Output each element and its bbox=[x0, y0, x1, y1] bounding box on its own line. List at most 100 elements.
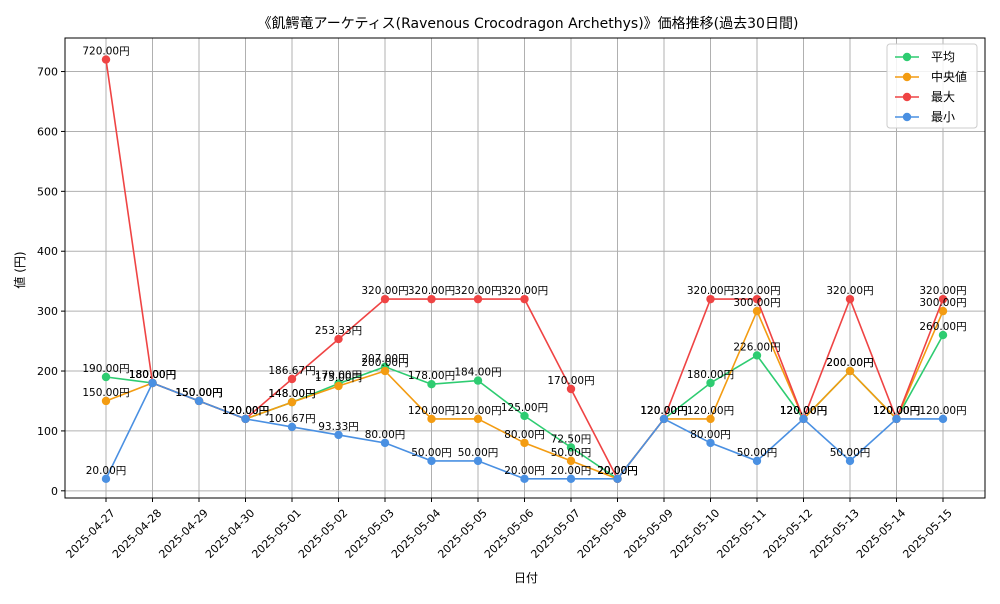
x-tick-label: 2025-05-15 bbox=[900, 507, 954, 561]
data-label: 320.00円 bbox=[733, 285, 780, 297]
legend-marker bbox=[902, 112, 912, 122]
y-tick-label: 700 bbox=[37, 66, 58, 79]
data-label-layer: 190.00円 180.00円150.00円120.00円148.00円179.0… bbox=[82, 46, 966, 477]
legend-marker bbox=[902, 92, 912, 102]
data-label: 120.00円 bbox=[454, 405, 501, 417]
data-point bbox=[938, 330, 948, 340]
data-label: 184.00円 bbox=[454, 367, 501, 379]
y-tick-label: 300 bbox=[37, 305, 58, 318]
data-label: 190.00円 bbox=[82, 363, 129, 375]
data-label: 148.00円 bbox=[268, 388, 315, 400]
data-point bbox=[287, 374, 297, 384]
data-point bbox=[566, 474, 576, 484]
data-label: 320.00円 bbox=[408, 285, 455, 297]
data-point bbox=[706, 378, 715, 388]
data-point bbox=[520, 474, 529, 484]
data-point bbox=[427, 379, 436, 389]
data-label: 120.00円 bbox=[640, 405, 687, 417]
y-tick-label: 100 bbox=[37, 425, 58, 438]
data-point bbox=[566, 456, 576, 466]
data-label: 180.00円 bbox=[129, 369, 176, 381]
data-point bbox=[752, 351, 762, 360]
data-label: 120.00円 bbox=[780, 405, 827, 417]
data-point bbox=[473, 294, 483, 304]
series-layer bbox=[101, 55, 948, 484]
y-tick-label: 600 bbox=[37, 125, 58, 138]
data-label: 80.00円 bbox=[690, 429, 731, 441]
data-label: 120.00円 bbox=[222, 405, 269, 417]
data-label: 20.00円 bbox=[504, 465, 545, 477]
data-label: 150.00円 bbox=[175, 387, 222, 399]
data-point bbox=[427, 414, 436, 424]
data-label: 50.00円 bbox=[551, 447, 592, 459]
data-label: 120.00円 bbox=[222, 405, 269, 417]
data-label: 120.00円 bbox=[687, 405, 734, 417]
y-axis-label: 値 (円) bbox=[12, 251, 27, 288]
data-label: 320.00円 bbox=[501, 285, 548, 297]
data-label: 120.00円 bbox=[873, 405, 920, 417]
data-label: 320.00円 bbox=[687, 285, 734, 297]
data-label: 120.00円 bbox=[222, 405, 269, 417]
data-point bbox=[706, 438, 715, 448]
data-label: 120.00円 bbox=[780, 405, 827, 417]
data-point bbox=[938, 414, 948, 424]
data-point bbox=[473, 414, 483, 424]
data-point bbox=[380, 438, 390, 448]
data-label: 320.00円 bbox=[919, 285, 966, 297]
data-label: 178.00円 bbox=[408, 370, 455, 382]
legend-item: 中央値 bbox=[895, 69, 967, 84]
data-label: 120.00円 bbox=[640, 405, 687, 417]
data-point bbox=[752, 306, 762, 316]
data-label: 260.00円 bbox=[919, 321, 966, 333]
y-tick-label: 500 bbox=[37, 185, 58, 198]
data-label: 50.00円 bbox=[411, 447, 452, 459]
data-label: 50.00円 bbox=[737, 447, 778, 459]
data-point bbox=[845, 294, 855, 304]
data-label: 300.00円 bbox=[733, 297, 780, 309]
data-point bbox=[101, 474, 111, 484]
data-point bbox=[938, 306, 948, 316]
data-point bbox=[241, 414, 250, 424]
data-label: 180.00円 bbox=[687, 369, 734, 381]
data-label: 720.00円 bbox=[82, 46, 129, 58]
data-label: 20.00円 bbox=[86, 465, 127, 477]
data-label: 80.00円 bbox=[504, 429, 545, 441]
legend-item: 平均 bbox=[895, 50, 955, 64]
data-label: 200.00円 bbox=[361, 357, 408, 369]
data-label: 120.00円 bbox=[873, 405, 920, 417]
data-label: 200.00円 bbox=[826, 357, 873, 369]
legend-label: 平均 bbox=[931, 50, 955, 64]
data-point bbox=[892, 414, 901, 424]
data-point bbox=[380, 366, 390, 376]
data-label: 148.00円 bbox=[268, 388, 315, 400]
data-label: 20.00円 bbox=[597, 465, 638, 477]
data-point bbox=[566, 384, 576, 394]
data-label: 300.00円 bbox=[919, 297, 966, 309]
data-label: 72.50円 bbox=[551, 433, 592, 445]
data-label: 150.00円 bbox=[175, 387, 222, 399]
y-tick-label: 200 bbox=[37, 365, 58, 378]
y-axis-ticks: 0 100 200 300 400 500 600 700 bbox=[37, 66, 65, 498]
legend-box bbox=[886, 43, 978, 129]
data-point bbox=[706, 294, 715, 304]
data-label: 20.00円 bbox=[597, 465, 638, 477]
data-label: 120.00円 bbox=[222, 405, 269, 417]
data-point bbox=[194, 396, 204, 406]
data-point bbox=[520, 294, 529, 304]
data-point bbox=[845, 366, 855, 376]
data-point bbox=[101, 55, 111, 64]
legend-item: 最小 bbox=[895, 110, 955, 124]
data-point bbox=[101, 396, 111, 406]
data-point bbox=[752, 456, 762, 466]
data-label: 320.00円 bbox=[826, 285, 873, 297]
data-label: 50.00円 bbox=[830, 447, 871, 459]
legend-label: 最小 bbox=[931, 110, 955, 124]
data-label: 320.00円 bbox=[361, 285, 408, 297]
legend-label: 中央値 bbox=[931, 69, 967, 84]
data-label: 80.00円 bbox=[365, 429, 406, 441]
data-label: 20.00円 bbox=[597, 465, 638, 477]
data-label: 120.00円 bbox=[780, 405, 827, 417]
